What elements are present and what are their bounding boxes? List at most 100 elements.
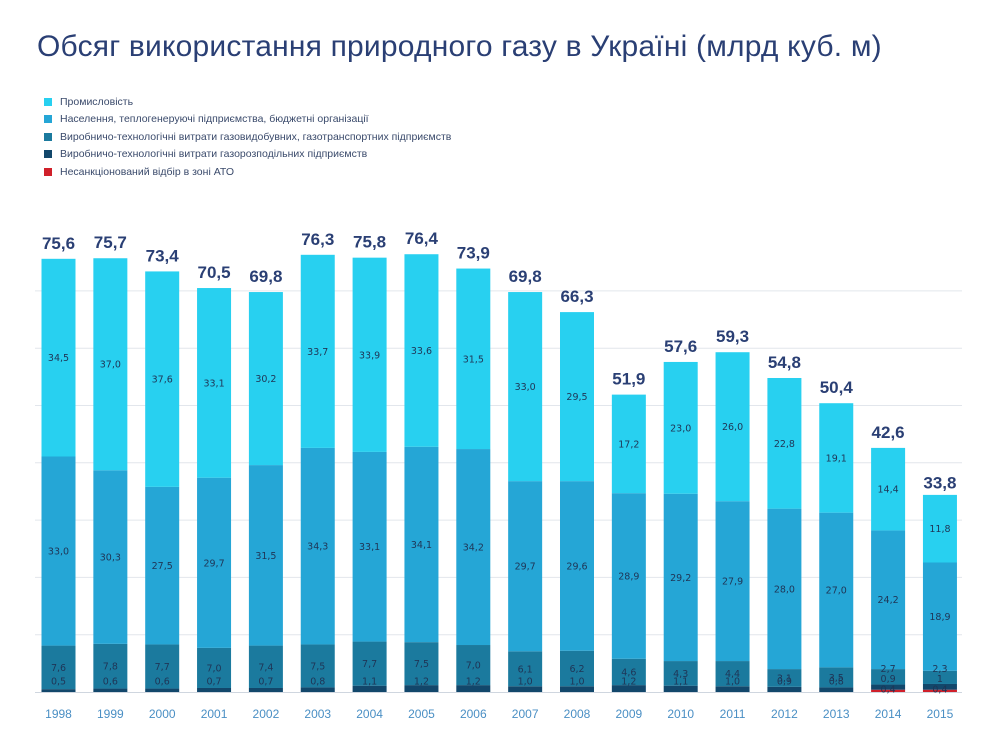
bar-segment — [197, 288, 232, 478]
segment-label-population: 27,9 — [722, 577, 743, 588]
segment-label-upstream: 7,0 — [466, 661, 481, 672]
bar-segment — [300, 447, 335, 645]
segment-label-industry: 37,6 — [152, 375, 173, 386]
bar-segment — [352, 685, 387, 692]
bar-total-label: 33,8 — [923, 473, 956, 492]
segment-label-distribution: 1,0 — [569, 677, 584, 688]
bar-segment — [300, 644, 335, 688]
segment-label-upstream: 7,0 — [206, 663, 221, 674]
segment-label-distribution: 0,7 — [258, 677, 273, 688]
segment-label-distribution: 1,0 — [518, 677, 533, 688]
bar-total-label: 42,6 — [872, 423, 905, 442]
legend-swatch-industry — [44, 97, 52, 106]
bar-segment — [352, 451, 387, 642]
segment-label-unauthorized: 0,4 — [932, 685, 947, 696]
segment-label-upstream: 7,7 — [362, 659, 377, 670]
legend-label-distribution: Виробничо-технологічні витрати газорозпо… — [60, 148, 368, 161]
bar-segment — [41, 689, 76, 692]
segment-label-industry: 37,0 — [100, 360, 121, 371]
segment-label-upstream: 4,4 — [725, 669, 740, 680]
segment-label-upstream: 2,7 — [881, 664, 896, 675]
x-tick-label: 1999 — [97, 707, 124, 721]
bar-total-label: 69,8 — [249, 267, 282, 286]
segment-label-distribution: 0,7 — [206, 677, 221, 688]
x-tick-label: 2003 — [304, 707, 331, 721]
legend-swatch-population — [44, 115, 52, 124]
bar-segment — [611, 658, 646, 686]
bar-total-label: 51,9 — [612, 370, 645, 389]
bar-segment — [663, 493, 698, 662]
bar-segment — [922, 562, 957, 671]
segment-label-distribution: 0,8 — [310, 677, 325, 688]
segment-label-upstream: 3,1 — [777, 673, 792, 684]
segment-label-upstream: 6,2 — [569, 664, 584, 675]
segment-label-distribution: 1,1 — [673, 677, 688, 688]
segment-label-industry: 33,9 — [359, 350, 380, 361]
segment-label-industry: 14,4 — [878, 485, 899, 496]
x-tick-label: 2006 — [460, 707, 487, 721]
bar-segment — [767, 669, 802, 687]
bar-segment — [248, 687, 283, 692]
x-tick-label: 2015 — [927, 707, 954, 721]
segment-label-industry: 33,1 — [203, 378, 224, 389]
bar-segment — [663, 661, 698, 686]
bar-total-label: 75,7 — [94, 233, 127, 252]
x-tick-label: 2002 — [253, 707, 280, 721]
segment-label-population: 29,6 — [566, 561, 587, 572]
x-tick-label: 2014 — [875, 707, 902, 721]
bar-total-label: 76,3 — [301, 230, 334, 249]
legend-item-population: Населення, теплогенеруючі підприємства, … — [44, 111, 644, 129]
segment-label-population: 27,5 — [152, 561, 173, 572]
bar-segment — [145, 486, 180, 645]
bar-segment — [404, 685, 439, 692]
legend-item-distribution: Виробничо-технологічні витрати газорозпо… — [44, 146, 644, 164]
segment-label-industry: 29,5 — [566, 392, 587, 403]
x-tick-label: 2007 — [512, 707, 539, 721]
bar-segment — [715, 661, 750, 687]
bar-segment — [300, 687, 335, 692]
legend-label-upstream: Виробничо-технологічні витрати газовидоб… — [60, 130, 452, 143]
bar-segment — [611, 493, 646, 659]
bar-total-label: 57,6 — [664, 337, 697, 356]
bar-total-label: 66,3 — [560, 287, 593, 306]
x-tick-label: 2001 — [201, 707, 228, 721]
segment-label-population: 30,3 — [100, 553, 121, 564]
bar-segment — [508, 292, 543, 482]
bar-segment — [508, 651, 543, 687]
bar-segment — [41, 645, 76, 690]
bar-segment — [404, 446, 439, 643]
bar-total-label: 70,5 — [198, 263, 231, 282]
bar-segment — [248, 465, 283, 646]
segment-label-industry: 34,5 — [48, 353, 69, 364]
segment-label-distribution: 0,5 — [51, 677, 66, 688]
legend-swatch-unauthorized — [44, 167, 52, 176]
legend-swatch-upstream — [44, 132, 52, 141]
bar-segment — [767, 686, 802, 692]
legend-swatch-distribution — [44, 150, 52, 159]
bar-segment — [611, 685, 646, 692]
bar-segment — [560, 312, 594, 482]
bar-segment — [871, 669, 906, 685]
bar-segment — [456, 268, 491, 450]
bar-segment — [508, 481, 543, 652]
segment-label-distribution: 1 — [937, 674, 943, 685]
bar-segment — [819, 512, 854, 668]
bar-total-label: 76,4 — [405, 229, 439, 248]
segment-label-upstream: 3,5 — [829, 673, 844, 684]
bar-segment — [197, 687, 232, 692]
segment-label-population: 29,7 — [515, 562, 536, 573]
segment-label-industry: 33,6 — [411, 346, 432, 357]
bar-segment — [300, 254, 335, 448]
segment-label-industry: 33,0 — [515, 382, 536, 393]
segment-label-upstream: 6,1 — [518, 664, 533, 675]
bar-total-label: 59,3 — [716, 327, 749, 346]
bar-segment — [197, 477, 232, 648]
bar-segment — [560, 481, 594, 651]
bar-segment — [611, 394, 646, 494]
bar-segment — [560, 650, 594, 687]
bar-segment — [767, 377, 802, 509]
bar-total-label: 50,4 — [820, 378, 854, 397]
bar-segment — [145, 688, 180, 692]
segment-label-industry: 17,2 — [618, 439, 639, 450]
